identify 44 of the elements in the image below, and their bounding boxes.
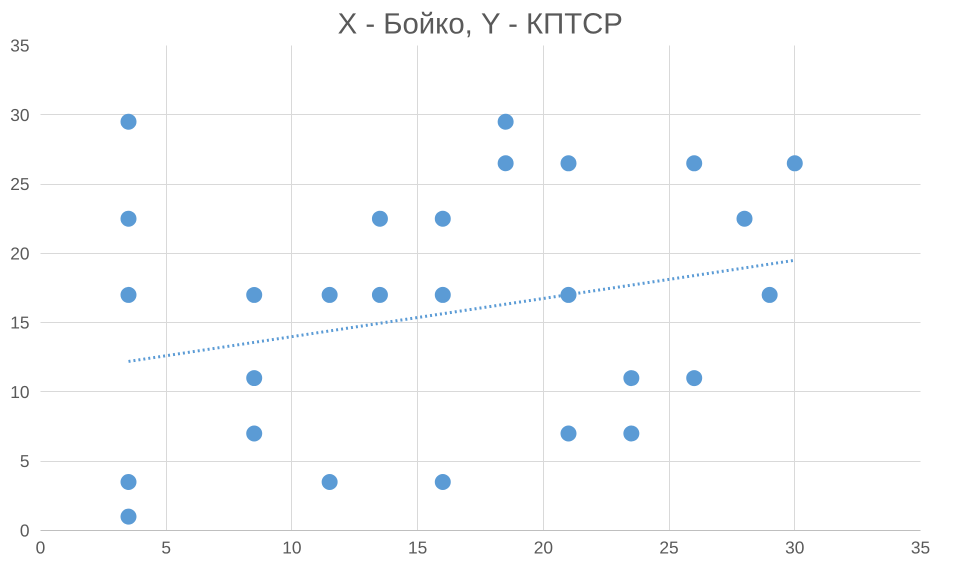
chart-title: X - Бойко, Y - КПТСР bbox=[338, 8, 623, 40]
point bbox=[246, 426, 262, 442]
x-tick-label: 0 bbox=[36, 538, 46, 558]
point bbox=[623, 426, 640, 442]
point bbox=[322, 474, 338, 490]
point bbox=[434, 474, 451, 490]
point bbox=[560, 155, 576, 172]
y-tick-label: 15 bbox=[10, 312, 30, 333]
point bbox=[372, 210, 388, 227]
x-tick-label: 25 bbox=[659, 538, 679, 558]
y-tick-label: 25 bbox=[10, 174, 30, 194]
point bbox=[498, 155, 514, 172]
point bbox=[434, 210, 451, 227]
point bbox=[786, 155, 803, 172]
point bbox=[434, 286, 451, 303]
point bbox=[686, 370, 702, 386]
x-tick-label: 10 bbox=[282, 538, 302, 558]
point bbox=[498, 114, 514, 130]
y-tick-label: 35 bbox=[10, 36, 30, 56]
y-tick-label: 5 bbox=[20, 451, 30, 472]
x-tick-label: 5 bbox=[161, 538, 172, 558]
point bbox=[560, 426, 576, 442]
point bbox=[120, 210, 136, 227]
point bbox=[120, 508, 136, 525]
point bbox=[736, 210, 752, 227]
y-tick-label: 30 bbox=[10, 104, 30, 125]
x-tick-label: 35 bbox=[910, 538, 930, 558]
point bbox=[120, 474, 136, 490]
point bbox=[246, 370, 262, 386]
x-tick-label: 30 bbox=[785, 538, 804, 558]
point bbox=[120, 114, 136, 130]
point bbox=[762, 286, 778, 303]
y-tick-label: 10 bbox=[10, 382, 30, 402]
point bbox=[120, 286, 136, 303]
x-tick-label: 15 bbox=[408, 538, 428, 558]
point bbox=[372, 286, 388, 303]
y-tick-label: 20 bbox=[10, 243, 30, 264]
point bbox=[623, 370, 640, 386]
y-tick-label: 0 bbox=[20, 520, 30, 540]
point bbox=[686, 155, 702, 172]
point bbox=[246, 286, 262, 303]
point bbox=[322, 286, 338, 303]
x-tick-label: 20 bbox=[534, 538, 553, 558]
point bbox=[560, 286, 576, 303]
